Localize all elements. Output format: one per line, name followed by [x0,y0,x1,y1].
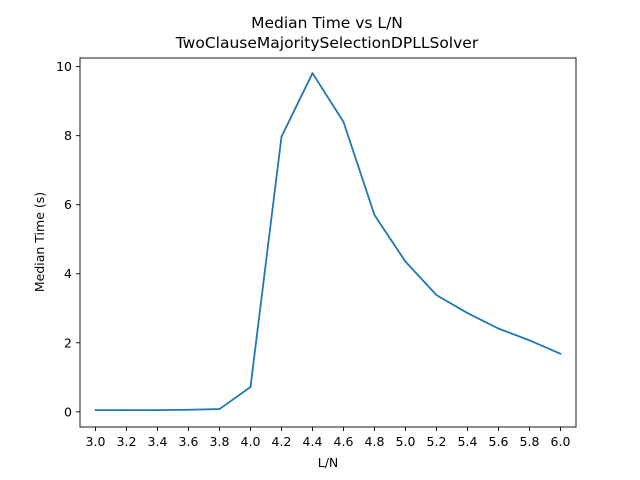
data-point [373,214,376,216]
x-tick-label: 5.0 [396,434,416,449]
y-tick-label: 0 [64,404,72,419]
x-tick-label: 5.2 [427,434,447,449]
data-point [528,339,531,342]
x-tick-label: 4.6 [334,434,354,449]
plot-frame [79,57,577,428]
x-tick-label: 5.6 [489,434,509,449]
x-tick-label: 3.4 [148,434,168,449]
data-point [466,312,469,314]
data-point [187,408,190,411]
data-point [311,72,314,75]
x-tick-label: 3.8 [210,434,230,449]
y-tick-label: 4 [64,266,72,281]
data-point [497,327,500,330]
y-axis-label: Median Time (s) [32,192,47,292]
data-point [94,409,97,411]
x-tick-label: 4.2 [272,434,292,449]
x-tick-label: 6.0 [551,434,571,449]
x-tick-label: 5.8 [520,434,540,449]
x-tick-label: 4.4 [303,434,323,449]
x-axis-label: L/N [318,455,339,470]
x-tick-label: 3.0 [86,434,106,449]
data-point [156,409,159,411]
data-point [559,352,562,355]
x-tick-label: 4.8 [365,434,385,449]
data-point [342,120,345,123]
x-tick-label: 4.0 [241,434,261,449]
series-line [95,72,561,411]
x-tick-label: 3.6 [179,434,199,449]
chart-subtitle: TwoClauseMajoritySelectionDPLLSolver [175,34,479,52]
data-point [280,135,283,138]
data-point [435,294,438,297]
y-tick-label: 8 [64,128,72,143]
data-point [218,408,221,410]
plot-area: 3.0 3.2 3.4 3.6 3.8 4.0 4.2 4.4 4.6 4.8 5.0 5.2 5.4 5… [56,59,570,449]
data-point [125,409,128,411]
x-tick-label: 5.4 [458,434,478,449]
chart-title: Median Time vs L/N [251,14,403,32]
y-tick-label: 2 [64,335,72,350]
data-point [249,386,252,388]
y-tick-label: 6 [64,197,72,212]
data-point [404,260,407,263]
x-tick-label: 3.2 [117,434,137,449]
y-tick-label: 10 [56,59,72,74]
